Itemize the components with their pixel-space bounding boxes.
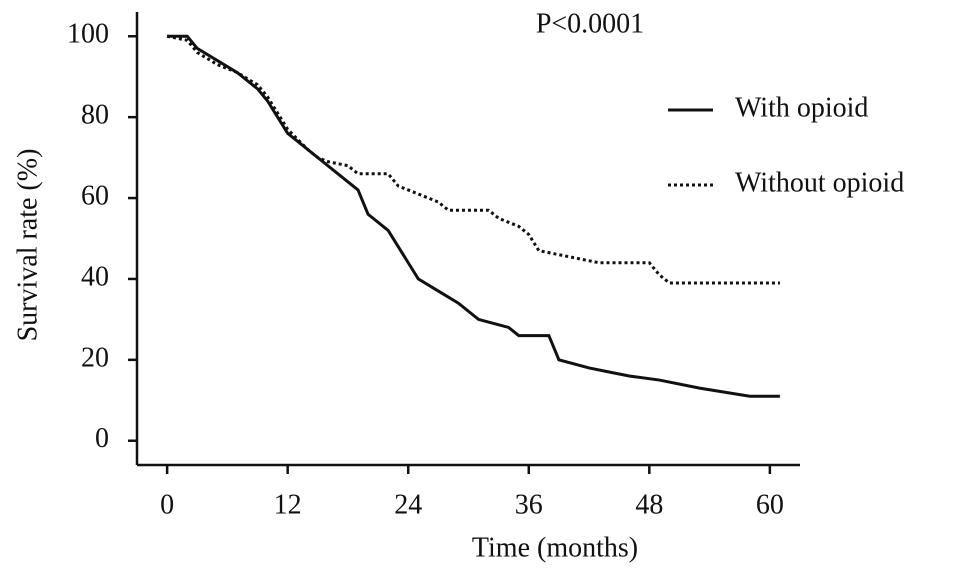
annotation: P<0.0001	[536, 8, 644, 39]
y-axis-label: Survival rate (%)	[12, 149, 43, 342]
legend-label: Without opioid	[735, 167, 904, 198]
legend-label: With opioid	[735, 92, 868, 123]
x-tick-label: 24	[394, 489, 422, 520]
y-tick-label: 80	[81, 100, 109, 131]
y-tick-label: 60	[81, 180, 109, 211]
y-tick-label: 0	[95, 423, 109, 454]
x-tick-label: 12	[274, 489, 302, 520]
y-tick-label: 20	[81, 342, 109, 373]
x-tick-label: 0	[160, 489, 174, 520]
x-tick-label: 48	[635, 489, 663, 520]
y-tick-label: 100	[67, 19, 109, 50]
x-tick-label: 60	[756, 489, 784, 520]
x-axis-label: Time (months)	[472, 532, 638, 563]
y-tick-label: 40	[81, 261, 109, 292]
survival-line	[167, 34, 780, 398]
survival-line	[166, 34, 780, 285]
x-tick-label: 36	[515, 489, 543, 520]
